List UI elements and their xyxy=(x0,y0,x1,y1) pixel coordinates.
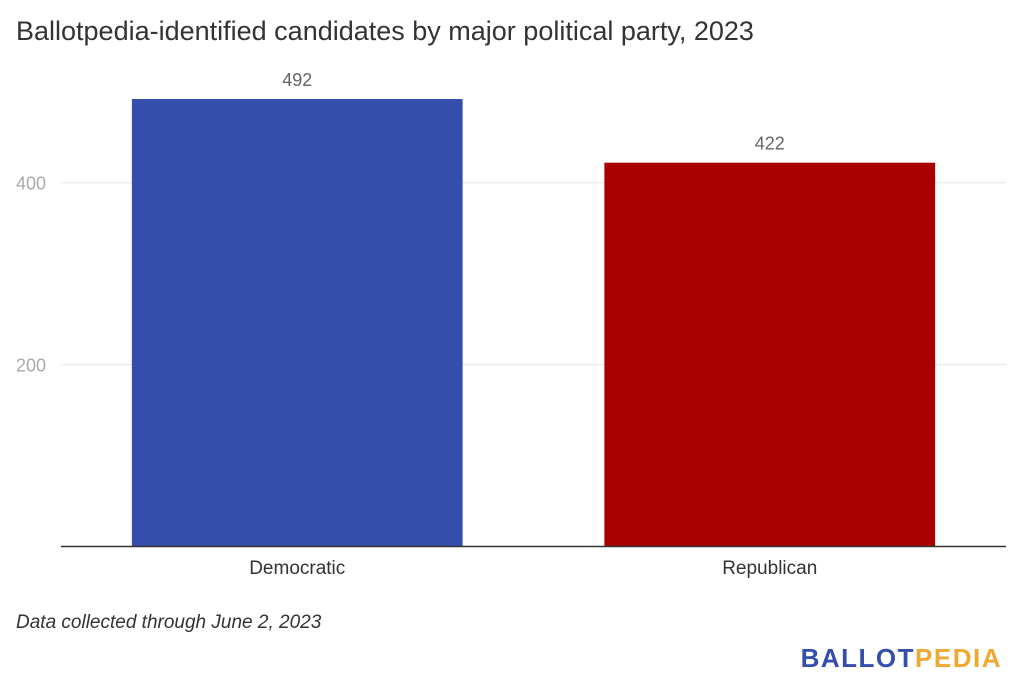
chart-title: Ballotpedia-identified candidates by maj… xyxy=(16,16,754,46)
bar-chart: 200 400 492 422 Democratic Republican xyxy=(16,70,1006,579)
x-tick-label-republican: Republican xyxy=(722,558,817,579)
x-tick-label-democratic: Democratic xyxy=(249,558,345,579)
logo-text-pedia: PEDIA xyxy=(915,643,1002,673)
footnote: Data collected through June 2, 2023 xyxy=(16,612,322,633)
bar-democratic xyxy=(131,99,463,547)
logo-text-ballot: BALLOT xyxy=(800,643,916,673)
y-tick-label: 400 xyxy=(16,174,46,194)
data-label-democratic: 492 xyxy=(282,70,312,90)
data-labels: 492 422 xyxy=(282,70,785,154)
x-axis-tick-labels: Democratic Republican xyxy=(249,558,817,579)
y-tick-label: 200 xyxy=(16,356,46,376)
bar-republican xyxy=(604,162,936,547)
ballotpedia-logo: BALLOTPEDIA xyxy=(801,643,1002,674)
data-label-republican: 422 xyxy=(755,134,785,154)
bars xyxy=(131,99,936,547)
